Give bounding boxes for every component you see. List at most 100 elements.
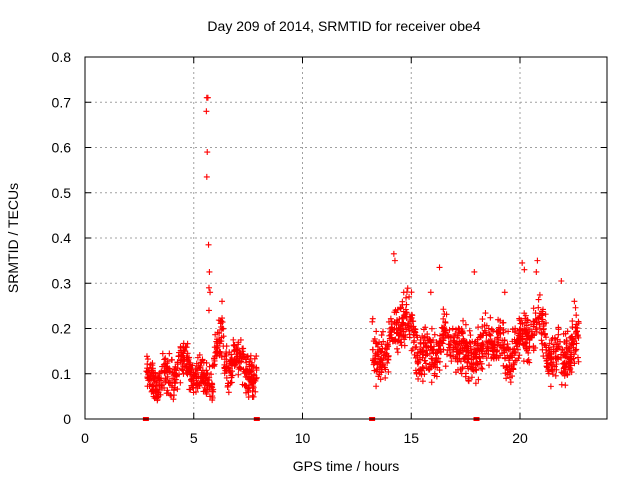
- data-point: [404, 285, 411, 292]
- data-point: [495, 324, 502, 331]
- data-point: [148, 368, 155, 375]
- y-tick-label: 0.1: [52, 366, 72, 382]
- data-point: [437, 342, 444, 349]
- data-point: [525, 349, 532, 356]
- x-tick-label: 20: [512, 430, 528, 446]
- data-point: [373, 368, 380, 375]
- data-point: [414, 358, 421, 365]
- data-point: [532, 326, 539, 333]
- data-point: [516, 352, 523, 359]
- data-point: [486, 331, 493, 338]
- data-point: [462, 373, 469, 380]
- data-point: [416, 366, 423, 373]
- data-point: [183, 354, 190, 361]
- data-point: [470, 351, 477, 358]
- data-point: [405, 324, 412, 331]
- data-point: [178, 356, 185, 363]
- data-point: [224, 382, 231, 389]
- y-tick-label: 0.5: [52, 185, 72, 201]
- data-point: [198, 379, 205, 386]
- data-point-spike: [207, 289, 214, 296]
- y-axis-label: SRMTID / TECUs: [5, 183, 21, 293]
- data-point: [213, 349, 220, 356]
- data-point: [442, 363, 449, 370]
- data-point: [413, 332, 420, 339]
- data-point: [548, 354, 555, 361]
- data-point: [413, 370, 420, 377]
- data-point: [547, 383, 554, 390]
- data-point: [503, 365, 510, 372]
- data-point: [195, 362, 202, 369]
- data-point: [477, 331, 484, 338]
- data-point: [443, 311, 450, 318]
- data-point: [538, 318, 545, 325]
- data-point: [411, 337, 418, 344]
- data-point: [512, 328, 519, 335]
- data-point: [431, 331, 438, 338]
- data-point: [210, 386, 217, 393]
- data-point: [216, 350, 223, 357]
- data-point: [378, 332, 385, 339]
- data-point: [169, 369, 176, 376]
- data-point: [161, 356, 168, 363]
- data-point: [237, 364, 244, 371]
- data-point: [395, 336, 402, 343]
- data-point: [476, 345, 483, 352]
- data-point: [166, 350, 173, 357]
- data-point: [186, 359, 193, 366]
- data-point: [209, 381, 216, 388]
- data-point: [540, 323, 547, 330]
- data-point: [493, 355, 500, 362]
- data-point-spike: [436, 264, 443, 271]
- data-point: [151, 395, 158, 402]
- data-point: [230, 336, 237, 343]
- data-point: [380, 338, 387, 345]
- data-point: [573, 346, 580, 353]
- data-point: [427, 337, 434, 344]
- data-point: [487, 314, 494, 321]
- data-point: [373, 383, 380, 390]
- data-point: [514, 346, 521, 353]
- data-point: [530, 305, 537, 312]
- data-point: [545, 351, 552, 358]
- data-point: [220, 325, 227, 332]
- data-point: [523, 319, 530, 326]
- data-point: [507, 379, 514, 386]
- data-point: [164, 387, 171, 394]
- y-tick-label: 0.2: [52, 321, 72, 337]
- data-point: [536, 314, 543, 321]
- data-point: [371, 360, 378, 367]
- data-point: [503, 375, 510, 382]
- data-point-spike: [471, 268, 478, 275]
- data-point: [382, 345, 389, 352]
- data-point: [174, 359, 181, 366]
- data-point-spike: [501, 289, 508, 296]
- data-point: [403, 294, 410, 301]
- data-point: [485, 347, 492, 354]
- data-point: [207, 393, 214, 400]
- y-tick-label: 0.8: [52, 49, 72, 65]
- data-point: [394, 330, 401, 337]
- data-point: [443, 351, 450, 358]
- data-point-spike: [427, 289, 434, 296]
- data-point: [563, 361, 570, 368]
- data-point: [572, 330, 579, 337]
- data-point: [440, 315, 447, 322]
- data-point: [164, 373, 171, 380]
- data-point: [465, 356, 472, 363]
- data-point: [228, 379, 235, 386]
- data-point: [203, 386, 210, 393]
- data-point: [475, 376, 482, 383]
- data-point: [481, 327, 488, 334]
- data-point: [573, 312, 580, 319]
- data-point: [491, 337, 498, 344]
- data-point: [459, 344, 466, 351]
- data-point: [144, 369, 151, 376]
- data-point: [410, 323, 417, 330]
- data-point: [551, 363, 558, 370]
- data-point: [535, 296, 542, 303]
- data-point: [442, 318, 449, 325]
- data-point: [397, 326, 404, 333]
- data-point: [394, 306, 401, 313]
- data-point-spike: [558, 277, 565, 284]
